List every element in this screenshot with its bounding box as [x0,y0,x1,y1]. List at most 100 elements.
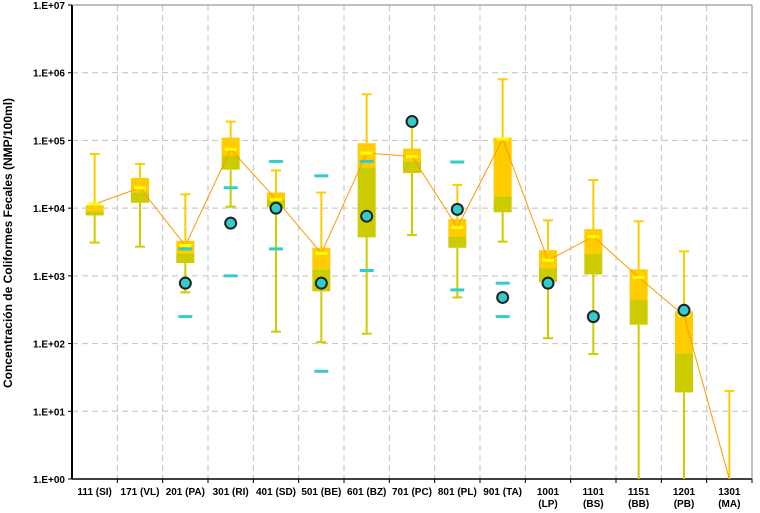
reference-dash [495,315,510,319]
box-lower-quartile [675,353,693,393]
y-tick-label: 1.E+05 [33,136,65,147]
x-tick-label: 401 (SD) [256,487,296,498]
reference-dash [178,315,193,319]
box-upper-quartile [357,143,376,168]
box-upper-quartile [221,137,240,156]
reference-dash [450,160,465,164]
x-tick-label: 301 (RI) [213,487,249,498]
category-111-si-: 111 (SI) [77,153,118,498]
x-tick-label: 501 (BE) [301,487,341,498]
mean-marker [88,202,101,206]
box-lower-quartile [629,300,648,325]
reference-dash [314,174,329,178]
observation-point [314,276,328,290]
box-lower-quartile [403,161,421,174]
mean-marker [632,275,645,279]
box-lower-quartile [448,236,467,248]
category-501-be-: 501 (BE) [301,191,345,498]
box-lower-quartile [131,192,149,203]
mean-marker [496,137,509,141]
box-lower-quartile [584,254,603,275]
observation-point [360,209,374,223]
reference-dash [269,159,283,163]
y-tick-label: 1.E+01 [33,407,65,418]
x-tick-label: 901 (TA) [483,487,522,498]
observation-point [450,202,464,216]
category-201-pa-: 201 (PA) [166,193,209,498]
reference-dash [178,247,193,251]
box-upper-quartile [675,311,693,354]
reference-dash [359,268,374,272]
box-lower-quartile [357,167,376,238]
x-tick-label: 171 (VL) [121,487,160,498]
observation-point [405,115,419,129]
x-tick-label-line: (LP) [538,499,557,510]
reference-dash [495,281,510,285]
x-tick-label-line: 1151 [628,487,650,498]
x-tick-label: 1101 (BS) [582,487,604,510]
x-tick-label-line: 1101 [582,487,604,498]
box-upper-quartile [629,269,648,301]
x-tick-label-line: (BB) [628,499,649,510]
y-tick-label: 1.E+00 [33,475,65,486]
x-tick-label: 601 (BZ) [347,487,386,498]
x-tick-label-line: 1001 [537,487,560,498]
category-901-ta-: 901 (TA) [483,78,526,498]
category-1101-bs-: 1101 (BS) [582,179,617,510]
category-601-bz-: 601 (BZ) [347,93,390,498]
mean-marker [315,251,328,255]
reference-dash [359,159,374,163]
y-tick-label: 1.E+07 [33,1,65,12]
category-1151-bb-: 1151 (BB) [628,220,662,510]
y-axis-label: Concentración de Coliformes Fecales (NMP… [1,98,15,388]
category-1201-pb-: 1201 (PB) [673,250,708,510]
x-tick-label: 111 (SI) [77,487,111,498]
reference-dash [269,247,283,251]
observation-point [586,310,600,324]
y-tick-label: 1.E+03 [33,272,65,283]
box-upper-quartile [493,137,512,197]
observation-point [269,201,283,215]
category-701-pc-: 701 (PC) [392,120,436,498]
mean-marker [542,258,554,262]
mean-marker [179,244,192,248]
box-upper-quartile [584,229,603,255]
box-lower-quartile [85,211,104,216]
x-tick-label: 701 (PC) [392,487,432,498]
observation-point [496,290,510,304]
x-tick-label-line: 1201 [673,487,696,498]
category-1301-ma-: 1301 (MA) [718,389,753,510]
observation-point [677,303,691,317]
x-tick-label-line: 1301 [718,487,741,498]
mean-marker [270,197,282,201]
category-301-ri-: 301 (RI) [213,120,254,498]
mean-marker [451,225,464,229]
x-tick-label: 1301 (MA) [718,487,741,510]
y-tick-label: 1.E+04 [33,204,65,215]
x-tick-label: 801 (PL) [438,487,477,498]
mean-marker [134,186,146,190]
mean-marker [360,151,373,155]
category-401-sd-: 401 (SD) [256,169,300,498]
reference-dash [223,186,238,190]
box-lower-quartile [493,196,512,213]
box-upper-quartile [85,205,104,212]
box-lower-quartile [176,253,195,263]
category-801-pl-: 801 (PL) [438,183,481,498]
reference-dash [314,369,329,373]
x-tick-label-line: (BS) [583,499,604,510]
x-tick-label: 201 (PA) [166,487,205,498]
box-upper-quartile [267,192,285,200]
observation-point [224,216,238,230]
mean-marker [587,235,600,239]
x-tick-label-line: (MA) [718,499,740,510]
observation-point [178,276,192,290]
x-tick-label: 1201 (PB) [673,487,696,510]
mean-marker [406,154,418,158]
category-1001-lp-: 1001 (LP) [537,219,572,510]
y-tick-label: 1.E+06 [33,69,65,80]
reference-dash [223,274,238,278]
y-tick-label: 1.E+02 [33,340,65,351]
box-upper-quartile [312,247,331,270]
